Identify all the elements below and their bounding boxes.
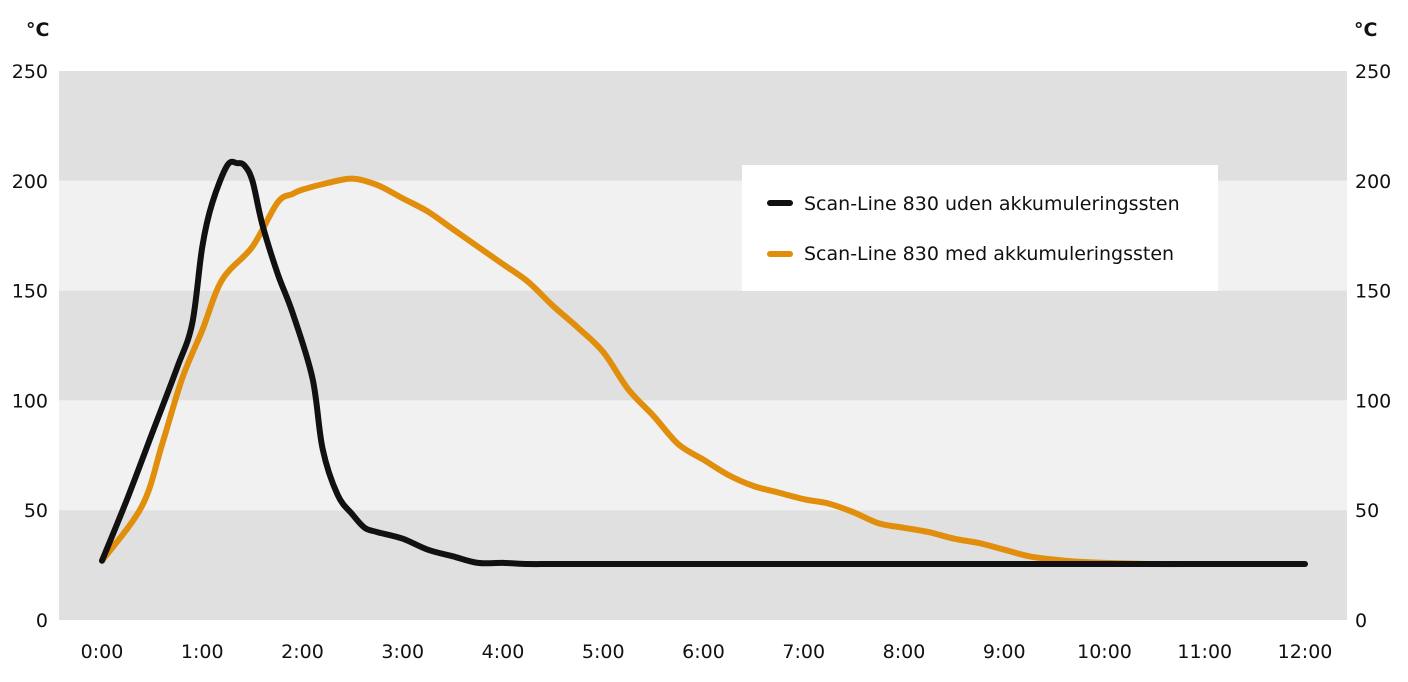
x-tick-label: 11:00 — [1177, 641, 1232, 663]
x-tick-label: 1:00 — [181, 641, 224, 663]
grid-bands — [59, 71, 1347, 620]
x-tick-label: 3:00 — [381, 641, 424, 663]
y-unit-left: °C — [26, 19, 49, 41]
y-tick-label-left: 0 — [36, 610, 48, 632]
x-tick-label: 5:00 — [582, 641, 625, 663]
y-tick-label-left: 50 — [24, 500, 48, 522]
y-tick-label-right: 200 — [1355, 171, 1391, 193]
y-tick-label-right: 250 — [1355, 61, 1391, 83]
y-axis-right: 0 50 100 150 200 250 — [1355, 61, 1391, 632]
x-tick-label: 0:00 — [81, 641, 124, 663]
y-axis-left: 0 50 100 150 200 250 — [12, 61, 48, 632]
legend-box — [742, 165, 1218, 291]
series-line-0 — [99, 158, 1308, 568]
grid-band — [59, 71, 1347, 181]
y-unit-right: °C — [1354, 19, 1377, 41]
x-tick-label: 7:00 — [782, 641, 825, 663]
legend: Scan-Line 830 uden akkumuleringssten Sca… — [742, 165, 1218, 291]
legend-label-1: Scan-Line 830 med akkumuleringssten — [804, 243, 1174, 265]
series-group — [99, 158, 1308, 568]
y-tick-label-right: 0 — [1355, 610, 1367, 632]
series-line-1 — [99, 175, 1308, 568]
y-tick-label-right: 100 — [1355, 390, 1391, 412]
x-tick-label: 2:00 — [281, 641, 324, 663]
y-tick-label-left: 150 — [12, 281, 48, 303]
y-tick-label-right: 150 — [1355, 281, 1391, 303]
y-tick-label-left: 250 — [12, 61, 48, 83]
y-tick-label-right: 50 — [1355, 500, 1379, 522]
x-tick-label: 4:00 — [482, 641, 525, 663]
legend-label-0: Scan-Line 830 uden akkumuleringssten — [804, 193, 1180, 215]
x-tick-label: 10:00 — [1077, 641, 1132, 663]
grid-band — [59, 400, 1347, 511]
grid-band — [59, 290, 1347, 401]
x-tick-label: 8:00 — [883, 641, 926, 663]
y-tick-label-left: 200 — [12, 171, 48, 193]
x-axis: 0:00 1:00 2:00 3:00 4:00 5:00 6:00 7:00 8:00 9:00… — [81, 641, 1333, 663]
x-tick-label: 12:00 — [1278, 641, 1333, 663]
x-tick-label: 6:00 — [682, 641, 725, 663]
x-tick-label: 9:00 — [983, 641, 1026, 663]
y-tick-label-left: 100 — [12, 390, 48, 412]
